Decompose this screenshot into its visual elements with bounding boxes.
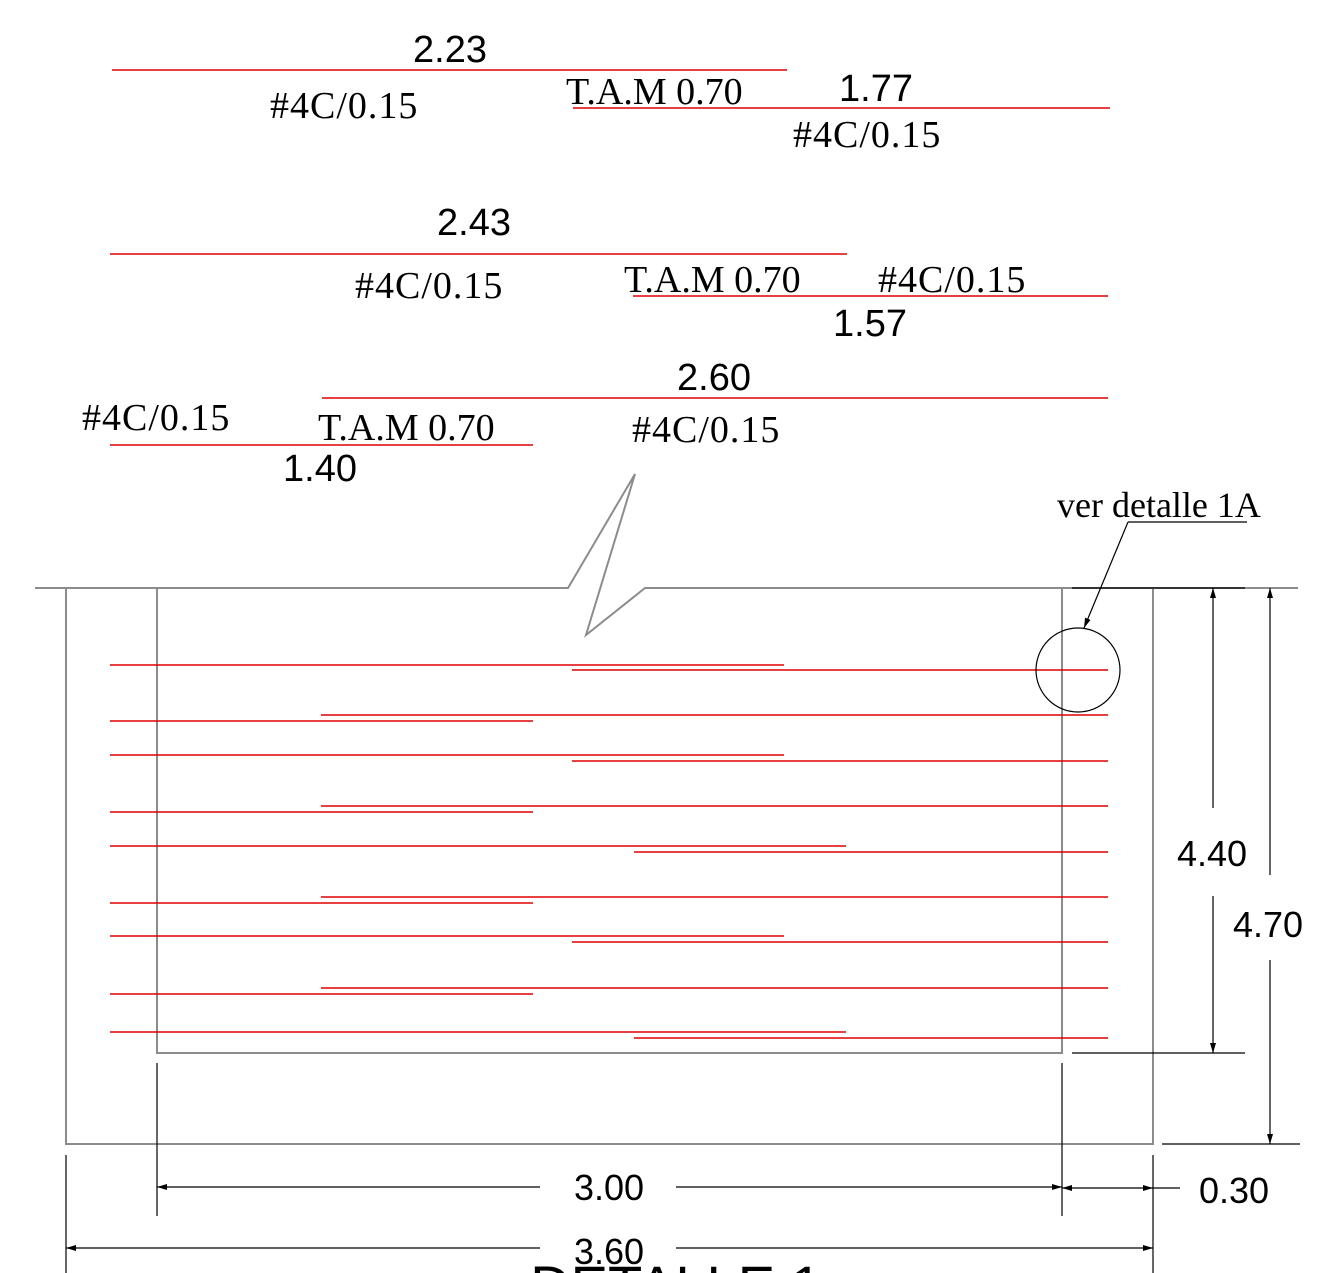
dim-label-outer-width: 3.60 — [574, 1231, 644, 1272]
callout-label: ver detalle 1A — [1057, 485, 1261, 525]
dim-label-outer-height: 4.70 — [1233, 904, 1303, 945]
bar-left-spacing: #4C/0.15 — [82, 397, 230, 439]
bar-total-length: 2.60 — [677, 357, 751, 399]
dim-label-wall-thickness: 0.30 — [1199, 1170, 1269, 1211]
bar-row-3: 2.60 #4C/0.15 T.A.M 0.70 1.40 #4C/0.15 — [82, 357, 1108, 490]
bar-right-spacing: #4C/0.15 — [878, 259, 1026, 301]
dim-label-inner-width: 3.00 — [574, 1167, 644, 1208]
bar-splice-label: T.A.M 0.70 — [566, 71, 743, 113]
bar-total-length: 2.43 — [437, 202, 511, 244]
bar-splice-label: T.A.M 0.70 — [624, 259, 801, 301]
drawing-title: DETALLE 1 — [530, 1254, 822, 1273]
bar-left-spacing: #4C/0.15 — [270, 85, 418, 127]
dimensions — [65, 587, 1300, 1273]
bar-right-spacing: #4C/0.15 — [793, 114, 941, 156]
dim-label-inner-height: 4.40 — [1177, 833, 1247, 874]
bar-schedule: 2.23 #4C/0.15 T.A.M 0.70 1.77 #4C/0.15 2… — [82, 29, 1110, 490]
outer-wall — [65, 588, 1154, 1145]
bar-right-spacing: #4C/0.15 — [632, 409, 780, 451]
bar-row-2: 2.43 #4C/0.15 T.A.M 0.70 #4C/0.15 1.57 — [110, 202, 1108, 345]
detail-callout: ver detalle 1A — [1035, 485, 1261, 713]
leader-line — [1083, 521, 1129, 629]
bar-right-length: 1.77 — [839, 68, 913, 110]
bar-total-length: 2.23 — [413, 29, 487, 71]
break-line — [35, 473, 1298, 638]
section-outline — [35, 473, 1298, 1145]
bar-right-length: 1.57 — [833, 303, 907, 345]
dimension-labels: 4.40 4.70 3.00 0.30 3.60 — [574, 833, 1303, 1272]
bar-right-length: 1.40 — [283, 448, 357, 490]
detail-circle — [1035, 627, 1121, 713]
rebar-layers — [110, 664, 1108, 1039]
bar-left-spacing: #4C/0.15 — [355, 265, 503, 307]
inner-wall — [156, 588, 1063, 1054]
bar-splice-label: T.A.M 0.70 — [318, 407, 495, 449]
bar-row-1: 2.23 #4C/0.15 T.A.M 0.70 1.77 #4C/0.15 — [112, 29, 1110, 156]
